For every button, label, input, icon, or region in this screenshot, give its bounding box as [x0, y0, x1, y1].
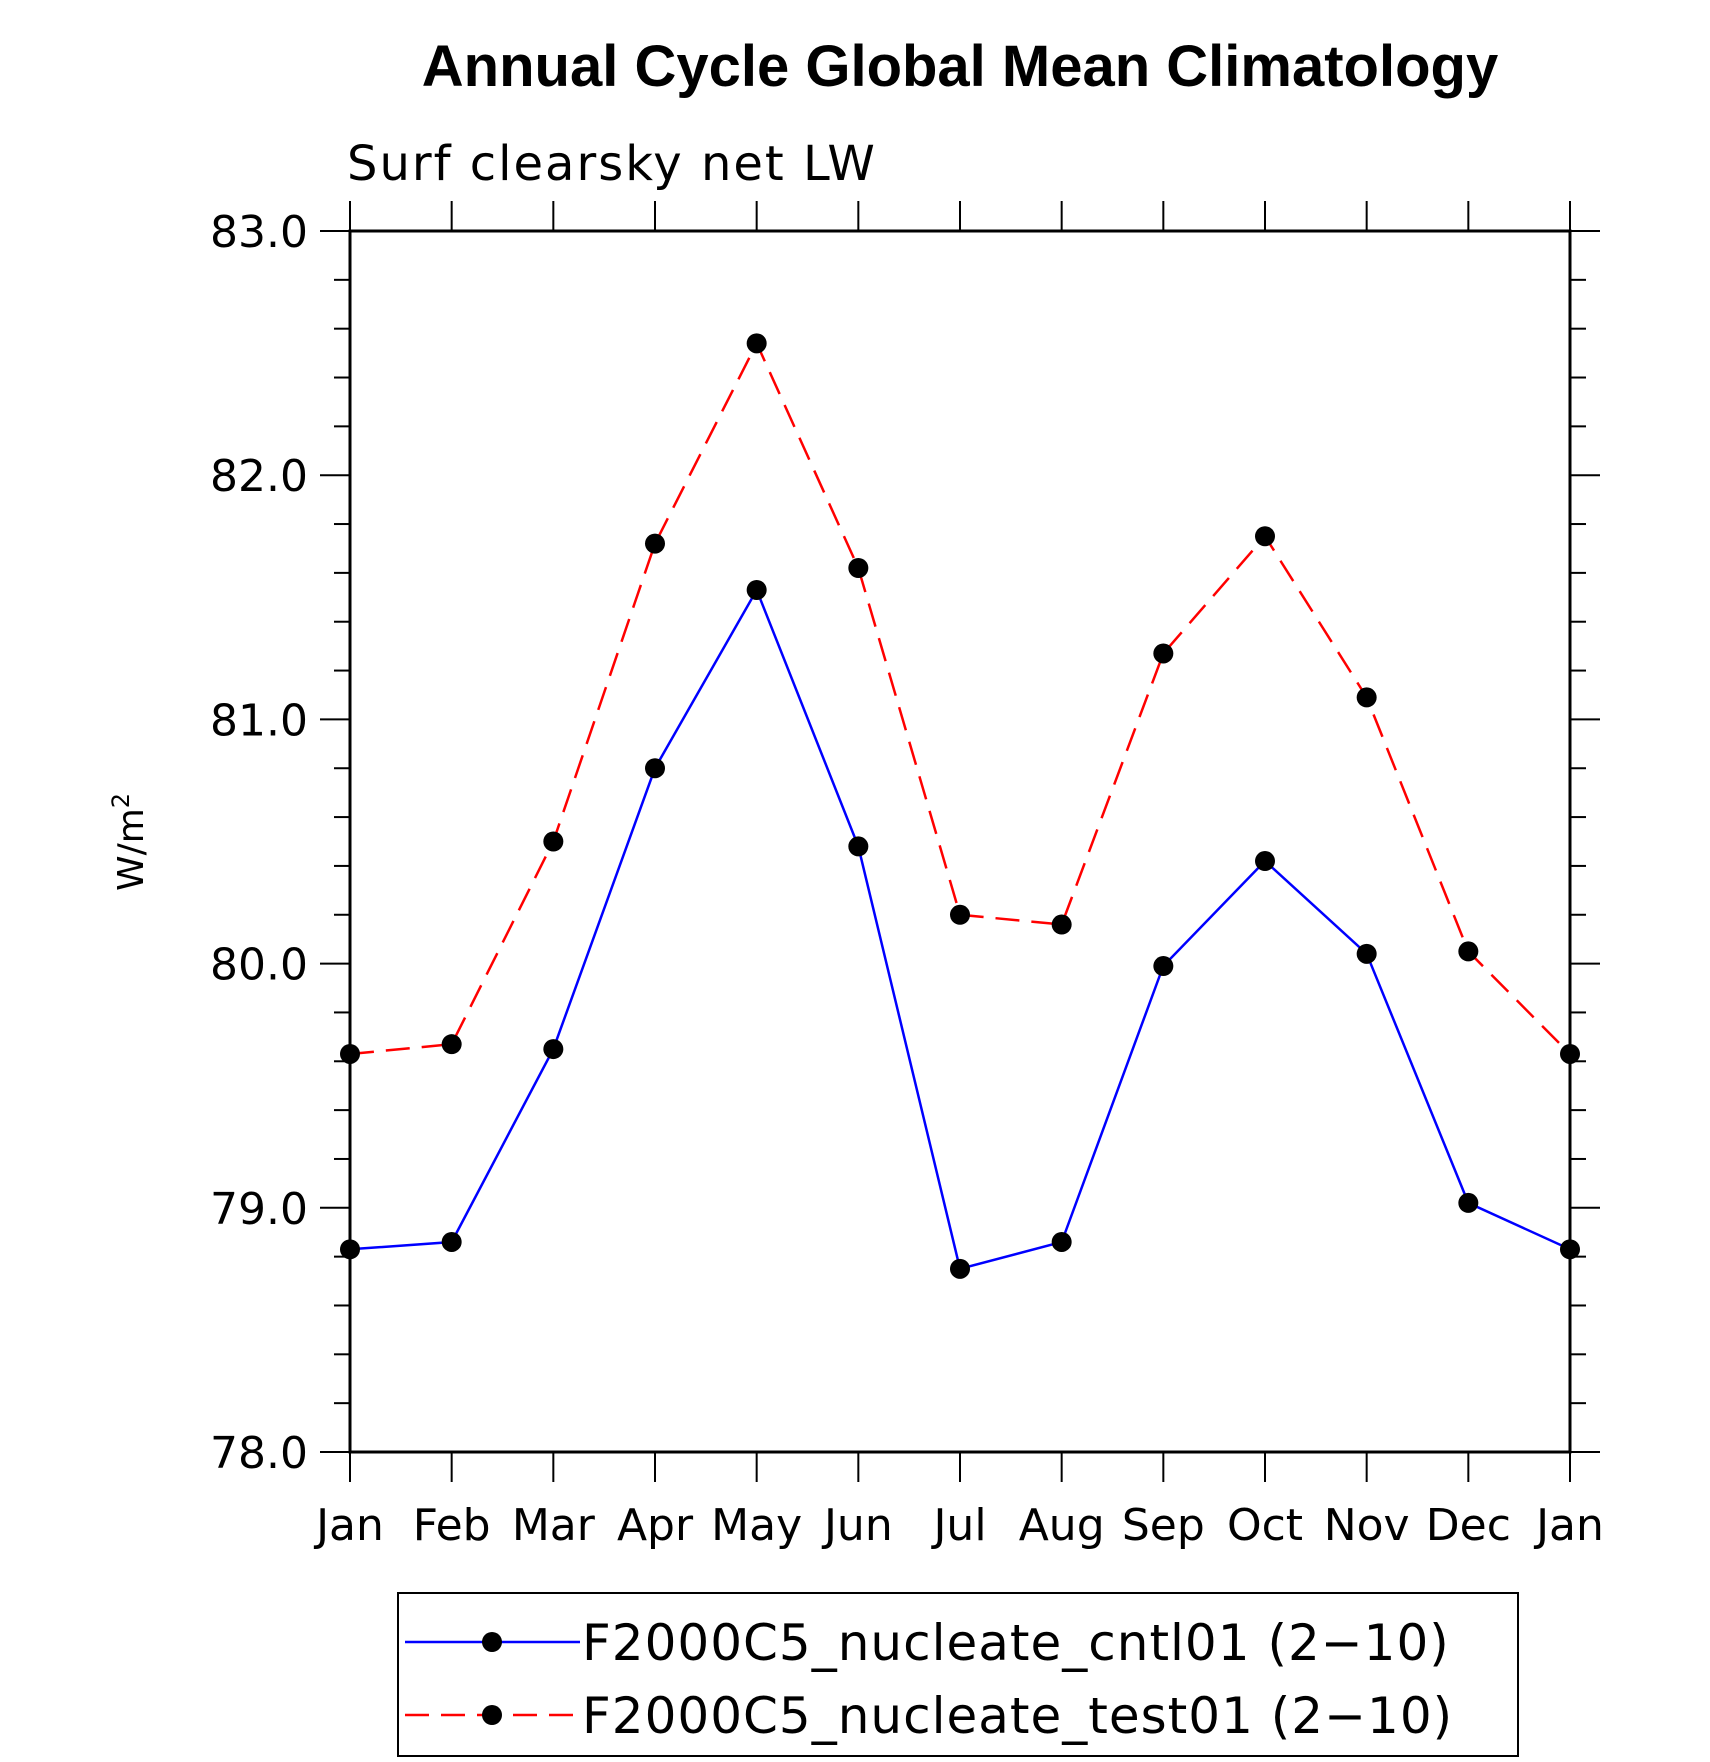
- series-layer: [340, 333, 1580, 1279]
- data-point: [1255, 526, 1275, 547]
- y-tick-label: 82.0: [210, 451, 308, 502]
- x-tick-label: Mar: [512, 1500, 596, 1551]
- data-point: [746, 333, 767, 354]
- data-point: [1356, 943, 1377, 964]
- data-point: [1051, 1231, 1072, 1252]
- y-tick-label: 78.0: [210, 1428, 308, 1479]
- x-tick-label: Jan: [1533, 1500, 1604, 1551]
- x-tick-label: Aug: [1019, 1500, 1105, 1551]
- y-tick-label: 81.0: [210, 695, 308, 746]
- data-point: [340, 1043, 360, 1064]
- data-point: [1153, 643, 1174, 664]
- x-tick-labels: Jan Feb Mar Apr May Jun Jul Aug Sep Oct Nov Dec Jan: [313, 1500, 1604, 1551]
- legend-box: [397, 1592, 1519, 1757]
- data-point: [340, 1239, 360, 1260]
- data-point: [645, 758, 665, 779]
- x-tick-label: Jul: [930, 1500, 986, 1551]
- data-point: [848, 557, 869, 578]
- data-point: [848, 836, 869, 857]
- series-line: [349, 340, 1571, 1056]
- x-tick-label: Jan: [313, 1500, 384, 1551]
- legend-marker: [482, 1705, 502, 1725]
- legend: F2000C5_nucleate_cntl01 (2−10) F2000C5_nu…: [405, 1614, 1453, 1745]
- x-tick-label: Jun: [821, 1500, 893, 1551]
- axis-ticks: [320, 201, 1600, 1482]
- series-1: [340, 333, 1580, 1064]
- data-point: [645, 533, 665, 554]
- y-axis-label: W/m2: [107, 793, 152, 891]
- data-point: [1255, 851, 1275, 872]
- y-axis-label-superscript: 2: [107, 793, 135, 808]
- data-point: [1356, 687, 1377, 708]
- data-point: [441, 1034, 462, 1055]
- y-tick-label: 80.0: [210, 940, 308, 991]
- legend-marker: [482, 1632, 502, 1652]
- series-line: [349, 587, 1571, 1271]
- data-point: [1560, 1043, 1580, 1064]
- x-tick-label: May: [711, 1500, 802, 1551]
- data-point: [1458, 1192, 1479, 1213]
- data-point: [441, 1231, 462, 1252]
- data-point: [1458, 941, 1479, 962]
- data-point: [950, 1258, 970, 1279]
- legend-label: F2000C5_nucleate_test01 (2−10): [582, 1687, 1453, 1745]
- x-tick-label: Oct: [1227, 1500, 1303, 1551]
- y-tick-labels: 78.0 79.0 80.0 81.0 82.0 83.0: [210, 207, 308, 1479]
- data-point: [950, 904, 970, 925]
- chart-subtitle: Surf clearsky net LW: [347, 136, 877, 192]
- data-point: [1153, 956, 1174, 977]
- chart-title: Annual Cycle Global Mean Climatology: [422, 34, 1498, 99]
- x-tick-label: Nov: [1324, 1500, 1410, 1551]
- data-point: [1560, 1239, 1580, 1260]
- data-point: [543, 831, 564, 852]
- x-tick-label: Sep: [1122, 1500, 1205, 1551]
- x-tick-label: Feb: [413, 1500, 491, 1551]
- x-tick-label: Apr: [617, 1500, 694, 1551]
- x-tick-label: Dec: [1426, 1500, 1511, 1551]
- data-point: [1051, 914, 1072, 935]
- series-0: [340, 579, 1580, 1279]
- data-point: [746, 579, 767, 600]
- data-point: [543, 1039, 564, 1060]
- legend-label: F2000C5_nucleate_cntl01 (2−10): [582, 1614, 1450, 1672]
- y-tick-label: 79.0: [210, 1184, 308, 1235]
- y-tick-label: 83.0: [210, 207, 308, 258]
- y-axis-label-base: W/m: [111, 808, 152, 891]
